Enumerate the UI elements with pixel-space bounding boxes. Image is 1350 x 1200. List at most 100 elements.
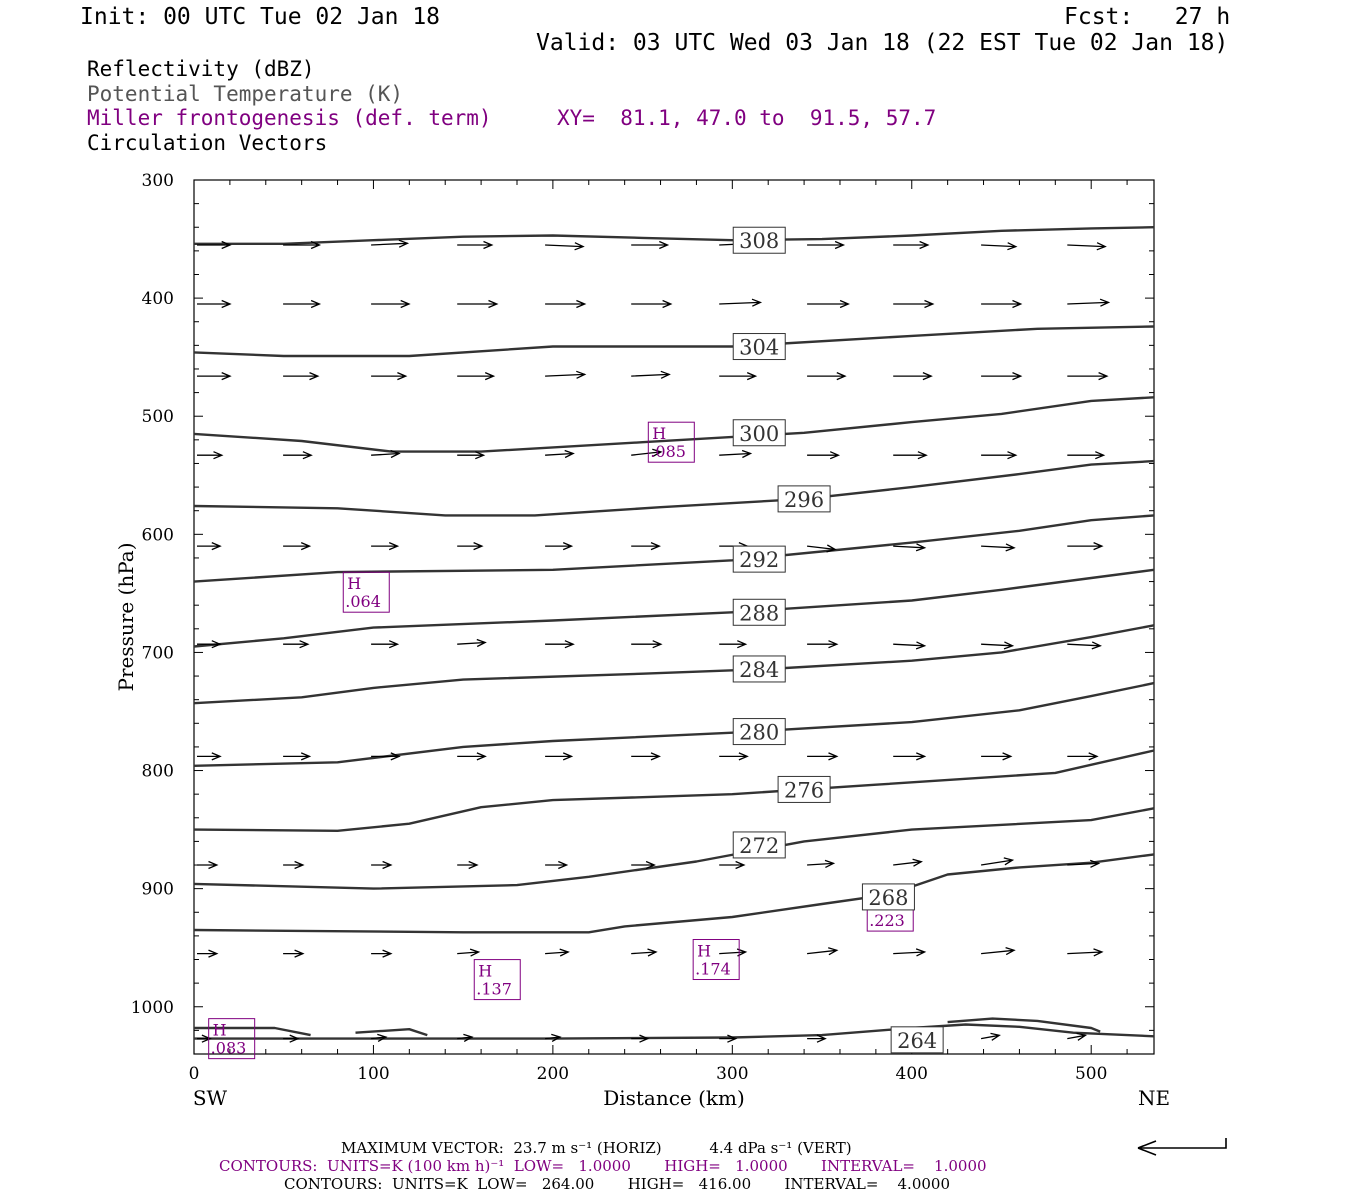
x-end-label-ne: NE [1138,1086,1170,1110]
theta-contour-292 [193,514,1155,583]
init-time: Init: 00 UTC Tue 02 Jan 18 [80,4,441,30]
circulation-vector [631,948,658,957]
circulation-vector [457,299,499,309]
x-tick-label: 300 [716,1064,748,1084]
circulation-vector [981,543,1016,552]
circulation-vector [1067,859,1101,868]
cross-section-chart: 300 400 500 600 700 800 900 1000 0 100 200 300 400 50… [114,171,1170,1110]
circulation-vector [371,239,410,248]
circulation-vector [631,1034,650,1043]
circulation-vector [283,949,305,958]
circulation-vector [807,299,850,309]
circulation-vector [981,242,1018,251]
circulation-vector [719,640,748,649]
fronto-max-value: .064 [345,592,381,611]
circulation-vector [719,449,753,459]
footer-contours-black: CONTOURS: UNITS=K LOW= 264.00 HIGH= 416.… [284,1175,950,1193]
contour-label: 276 [784,778,824,802]
circulation-vector [457,1033,474,1042]
circulation-vector [807,859,836,868]
circulation-vector [631,370,671,379]
legend-frontogenesis: Miller frontogenesis (def. term) [87,106,492,130]
circulation-vector [197,451,224,460]
theta-contour-280 [193,681,1155,767]
theta-contour-272 [193,807,1155,890]
contour-label: 288 [739,601,779,625]
theta-contour-268 [193,853,1155,934]
circulation-vector [893,948,927,957]
circulation-vector [807,752,839,761]
contour-label-box [861,883,915,911]
y-tick-label: 300 [142,171,174,191]
x-axis-title: Distance (km) [603,1086,745,1110]
circulation-vector [371,860,393,870]
circulation-vector [1067,641,1102,650]
contour-label: 280 [739,721,779,745]
circulation-vector [893,543,927,552]
circulation-vector [371,542,400,551]
contour-label-box [732,598,786,626]
circulation-vector [283,240,322,250]
fronto-max-box [208,1018,256,1060]
circulation-vector [980,1032,1001,1041]
x-tick-label: 0 [189,1064,200,1084]
circulation-vector [545,449,575,459]
circulation-vector [545,860,569,870]
circulation-vector [545,948,570,957]
x-tick-label: 500 [1075,1064,1107,1084]
circulation-vector [807,947,839,956]
contour-label: 264 [897,1029,937,1053]
circulation-vector [893,451,928,460]
contour-label: 284 [739,658,779,682]
circulation-vector [457,948,481,957]
circulation-vector [457,752,487,761]
x-tick-label: 200 [537,1064,569,1084]
circulation-vector [545,299,587,309]
circulation-vector [1067,948,1104,957]
x-end-label-sw: SW [193,1086,228,1110]
valid-time: Valid: 03 UTC Wed 03 Jan 18 (22 EST Tue … [536,30,1229,56]
contour-label: 268 [868,886,908,910]
circulation-vector [807,544,837,553]
fronto-max-box [342,571,390,613]
theta-contour-fragment [355,1028,428,1037]
circulation-vector [1067,451,1106,460]
fronto-max-value: .083 [211,1039,247,1058]
circulation-vector [197,299,232,309]
circulation-vector [545,1033,562,1042]
circulation-vector [807,640,839,649]
circulation-vector [197,860,219,870]
circulation-vector [371,372,408,381]
fronto-max-label: H [478,962,492,981]
y-tick-label: 900 [142,880,174,900]
circulation-vector [545,242,585,251]
theta-contour-300 [193,396,1155,453]
circulation-vector [719,860,746,870]
plot-frame [193,179,1155,1055]
circulation-vector [283,1034,300,1043]
legend-theta: Potential Temperature (K) [87,82,404,106]
circulation-vector [545,370,587,379]
circulation-vector [631,448,663,457]
footer-max-vector: MAXIMUM VECTOR: 23.7 m s⁻¹ (HORIZ) 4.4 d… [341,1139,852,1157]
circulation-vector [807,451,841,460]
circulation-vector [631,240,670,250]
circulation-vector [283,372,320,381]
contour-label-box [732,419,786,447]
circulation-vector [719,948,748,957]
footer-contours-purple: CONTOURS: UNITS=K (100 km h)⁻¹ LOW= 1.00… [219,1157,987,1175]
circulation-vector [981,372,1023,381]
circulation-vector [807,372,847,381]
fronto-max-label: H [652,424,666,443]
y-tick-label: 700 [142,643,174,663]
circulation-vector [981,946,1016,956]
circulation-vector [197,372,232,381]
theta-contour-288 [193,568,1155,648]
circulation-vector [1067,542,1104,551]
contour-label: 292 [739,548,779,572]
circulation-vector [1067,298,1111,307]
legend-vectors: Circulation Vectors [87,131,328,155]
contour-label: 304 [739,336,779,360]
contour-label-box [732,333,786,361]
circulation-vector [283,752,312,761]
